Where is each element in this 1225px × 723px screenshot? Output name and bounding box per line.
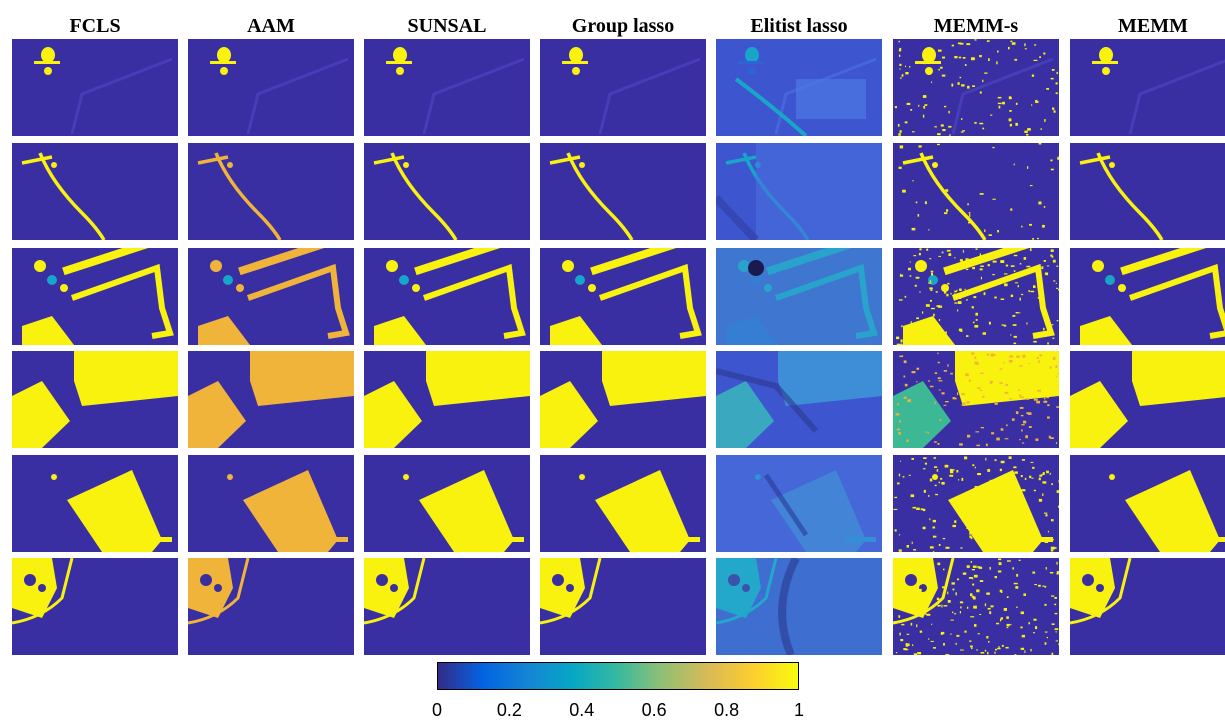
- abundance-map-panel: [12, 455, 178, 552]
- abundance-map-panel: [716, 455, 882, 552]
- abundance-map-panel: [540, 455, 706, 552]
- colorbar-tick-label: 0.4: [569, 700, 595, 720]
- abundance-map-panel: [364, 143, 530, 240]
- abundance-map-panel: [1070, 558, 1225, 655]
- colorbar-tick-label: 0: [431, 700, 442, 720]
- abundance-map-panel: [188, 558, 354, 655]
- abundance-map-panel: [188, 143, 354, 240]
- column-header: AAM: [247, 15, 295, 37]
- abundance-map-panel: [540, 39, 706, 136]
- abundance-map-panel: [12, 39, 178, 136]
- column-header: Group lasso: [571, 15, 675, 37]
- abundance-map-panel: [716, 248, 882, 345]
- abundance-map-panel: [893, 248, 1059, 345]
- abundance-map-panel: [716, 39, 882, 136]
- abundance-map-panel: [540, 248, 706, 345]
- abundance-map-panel: [188, 248, 354, 345]
- abundance-map-panel: [364, 248, 530, 345]
- abundance-map-panel: [364, 351, 530, 448]
- abundance-map-panel: [12, 248, 178, 345]
- abundance-map-panel: [716, 558, 882, 655]
- abundance-map-panel: [188, 39, 354, 136]
- abundance-map-panel: [12, 351, 178, 448]
- abundance-map-panel: [540, 351, 706, 448]
- colorbar: [437, 662, 799, 690]
- colorbar-tick-label: 0.6: [641, 700, 667, 720]
- abundance-map-panel: [893, 558, 1059, 655]
- colorbar-tick-label: 1: [793, 700, 804, 720]
- abundance-map-panel: [1070, 351, 1225, 448]
- abundance-map-panel: [364, 455, 530, 552]
- column-header: MEMM: [1118, 15, 1188, 37]
- abundance-map-panel: [12, 143, 178, 240]
- abundance-map-panel: [364, 39, 530, 136]
- abundance-map-panel: [893, 455, 1059, 552]
- column-header: Elitist lasso: [750, 15, 848, 37]
- colorbar-tick-label: 0.2: [496, 700, 522, 720]
- colorbar-tick-label: 0.8: [714, 700, 740, 720]
- abundance-map-panel: [188, 455, 354, 552]
- abundance-map-panel: [893, 143, 1059, 240]
- abundance-map-panel: [188, 351, 354, 448]
- abundance-map-panel: [893, 39, 1059, 136]
- abundance-map-panel: [1070, 455, 1225, 552]
- abundance-map-panel: [540, 558, 706, 655]
- abundance-map-panel: [1070, 143, 1225, 240]
- abundance-map-panel: [540, 143, 706, 240]
- column-header: FCLS: [69, 15, 121, 37]
- abundance-map-panel: [1070, 248, 1225, 345]
- column-header: MEMM-s: [933, 15, 1019, 37]
- abundance-map-panel: [364, 558, 530, 655]
- abundance-map-panel: [716, 351, 882, 448]
- column-header: SUNSAL: [407, 15, 487, 37]
- abundance-map-panel: [12, 558, 178, 655]
- abundance-map-panel: [1070, 39, 1225, 136]
- abundance-map-panel: [716, 143, 882, 240]
- abundance-map-panel: [893, 351, 1059, 448]
